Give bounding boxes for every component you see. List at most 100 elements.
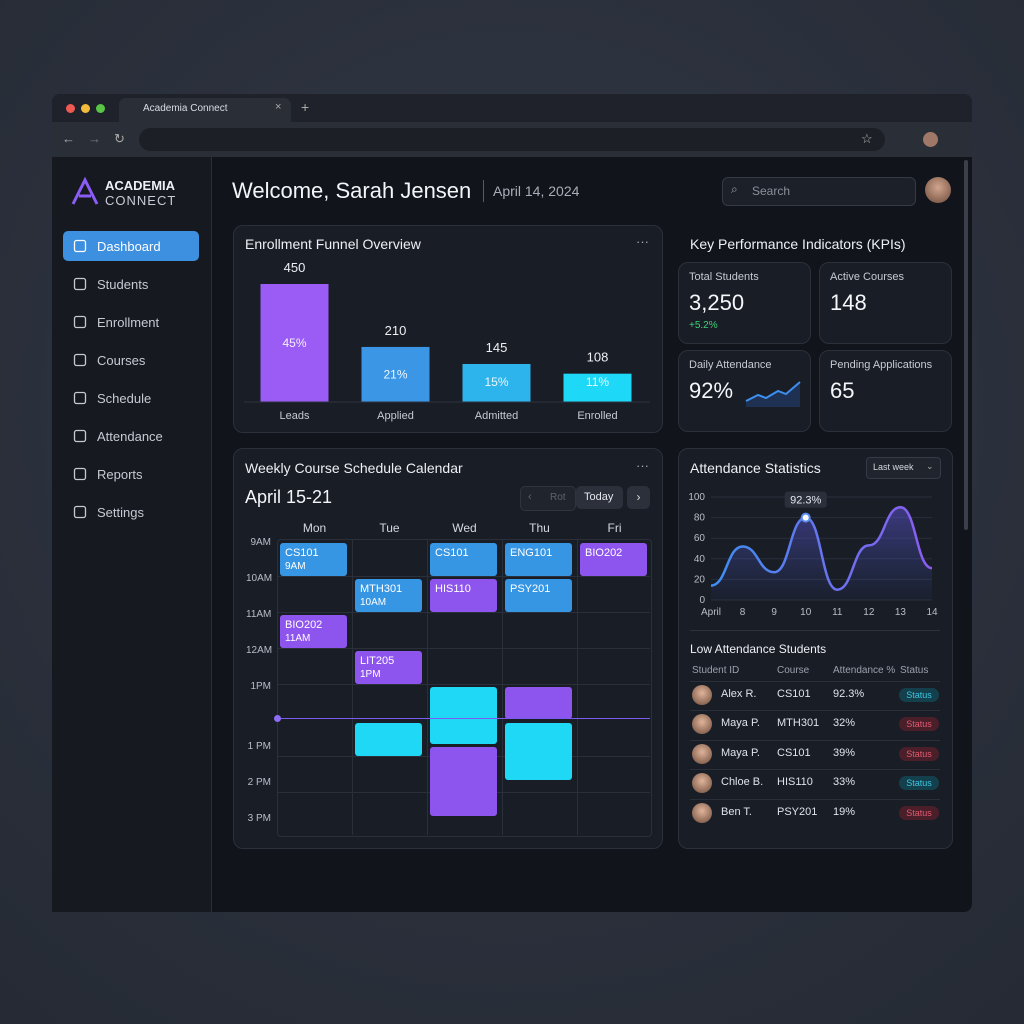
event-block[interactable]: [430, 687, 497, 744]
nav-icon: [73, 277, 87, 291]
card-title: Weekly Course Schedule Calendar: [245, 460, 463, 476]
attendance-pct: 19%: [833, 805, 856, 818]
course-code: MTH301: [777, 717, 820, 730]
student-avatar: [692, 714, 712, 735]
grid-col-line: [427, 539, 428, 835]
new-tab[interactable]: +: [301, 99, 310, 115]
course-event[interactable]: CS101 9AM: [280, 543, 347, 576]
course-event[interactable]: BIO202 11AM: [280, 615, 347, 648]
event-block[interactable]: [430, 747, 497, 816]
course-code: HIS110: [777, 776, 813, 789]
status-badge[interactable]: Status: [899, 717, 939, 732]
event-time: 11AM: [285, 633, 311, 644]
prev-arrow: ‹: [528, 491, 532, 503]
event-block[interactable]: [505, 687, 572, 719]
time-label: 10AM: [246, 573, 273, 584]
course-event[interactable]: CS101: [430, 543, 497, 576]
course-event[interactable]: PSY201: [505, 579, 572, 612]
course-event[interactable]: LIT205 1PM: [355, 651, 422, 684]
course-code: CS101: [777, 688, 811, 700]
dropdown-caret: ⌄: [926, 461, 934, 471]
status-badge[interactable]: Status: [899, 776, 939, 791]
nav-item[interactable]: Courses: [63, 345, 199, 375]
attendance-pct: 32%: [833, 717, 856, 730]
nav-label: Courses: [97, 353, 146, 368]
search-box[interactable]: [722, 177, 916, 206]
prev-label: Rot: [550, 492, 566, 503]
event-block[interactable]: [505, 723, 572, 780]
student-name: Maya P.: [721, 717, 760, 730]
row-divider: [690, 710, 940, 712]
row-divider: [690, 681, 940, 682]
status-badge[interactable]: Status: [899, 805, 939, 820]
next-button[interactable]: ›: [627, 486, 650, 509]
bookmark-star[interactable]: ☆: [861, 131, 873, 146]
grid-row-line: [277, 612, 650, 613]
header-date: April 14, 2024: [493, 183, 580, 199]
student-avatar: [692, 802, 712, 823]
page-title: Welcome, Sarah Jensen: [232, 178, 472, 203]
nav-icon: [73, 315, 87, 329]
nav-item[interactable]: Reports: [63, 459, 199, 489]
today-button[interactable]: [576, 486, 623, 509]
student-avatar: [692, 743, 712, 764]
student-avatar: [692, 773, 712, 794]
column-header: Attendance %: [833, 665, 896, 676]
event-code: HIS110: [435, 583, 471, 595]
back-button[interactable]: ←: [62, 131, 75, 146]
card-menu[interactable]: ···: [636, 458, 649, 473]
grid-row-line: [277, 576, 650, 577]
prev-button[interactable]: [520, 486, 576, 511]
nav-item[interactable]: Students: [63, 269, 199, 299]
event-block[interactable]: [355, 723, 422, 756]
day-label: Mon: [302, 521, 327, 535]
profile-avatar[interactable]: [923, 132, 938, 147]
search-icon: ⌕: [731, 182, 738, 196]
user-avatar[interactable]: [925, 177, 951, 203]
card-title: Enrollment Funnel Overview: [245, 236, 421, 252]
status-badge[interactable]: Status: [899, 688, 939, 702]
attendance-sparkline: [745, 381, 801, 407]
period-dropdown[interactable]: [866, 457, 941, 479]
tab-close[interactable]: ×: [275, 101, 282, 113]
nav-label: Students: [97, 277, 149, 292]
divider: [690, 630, 940, 631]
nav-item[interactable]: Schedule: [63, 383, 199, 413]
close-dot[interactable]: [66, 104, 75, 113]
event-time: 1PM: [360, 669, 381, 680]
nav-icon: [73, 467, 87, 481]
scrollbar: [964, 160, 968, 530]
grid-row-line: [277, 684, 650, 685]
time-label: 9AM: [250, 537, 271, 548]
row-divider: [690, 798, 940, 800]
search-placeholder: Search: [752, 184, 791, 198]
now-dot: [274, 715, 281, 722]
nav-item[interactable]: Attendance: [63, 421, 199, 451]
address-field[interactable]: [139, 128, 885, 151]
attendance-pct: 39%: [833, 746, 856, 759]
max-dot[interactable]: [96, 104, 105, 113]
nav-item[interactable]: Settings: [63, 497, 199, 527]
nav-icon: [73, 429, 87, 443]
row-divider: [690, 769, 940, 771]
status-badge[interactable]: Status: [899, 746, 939, 761]
reload-button[interactable]: ↻: [114, 131, 125, 146]
sidebar: [52, 157, 212, 912]
course-event[interactable]: ENG101: [505, 543, 572, 576]
kpi-card: [819, 350, 952, 432]
nav-item[interactable]: Enrollment: [63, 307, 199, 337]
forward-button[interactable]: →: [88, 131, 101, 146]
course-event[interactable]: HIS110: [430, 579, 497, 612]
course-event[interactable]: MTH301 10AM: [355, 579, 422, 612]
nav-label: Attendance: [97, 429, 163, 444]
course-code: PSY201: [777, 805, 818, 818]
grid-col-line: [577, 539, 578, 835]
grid-row-line: [277, 648, 650, 649]
kpi-card: [678, 262, 811, 344]
event-code: BIO202: [585, 547, 623, 559]
tab[interactable]: [119, 98, 291, 122]
min-dot[interactable]: [81, 104, 90, 113]
course-event[interactable]: BIO202: [580, 543, 647, 576]
nav-item[interactable]: Dashboard: [63, 231, 199, 261]
card-menu[interactable]: ···: [636, 234, 649, 249]
